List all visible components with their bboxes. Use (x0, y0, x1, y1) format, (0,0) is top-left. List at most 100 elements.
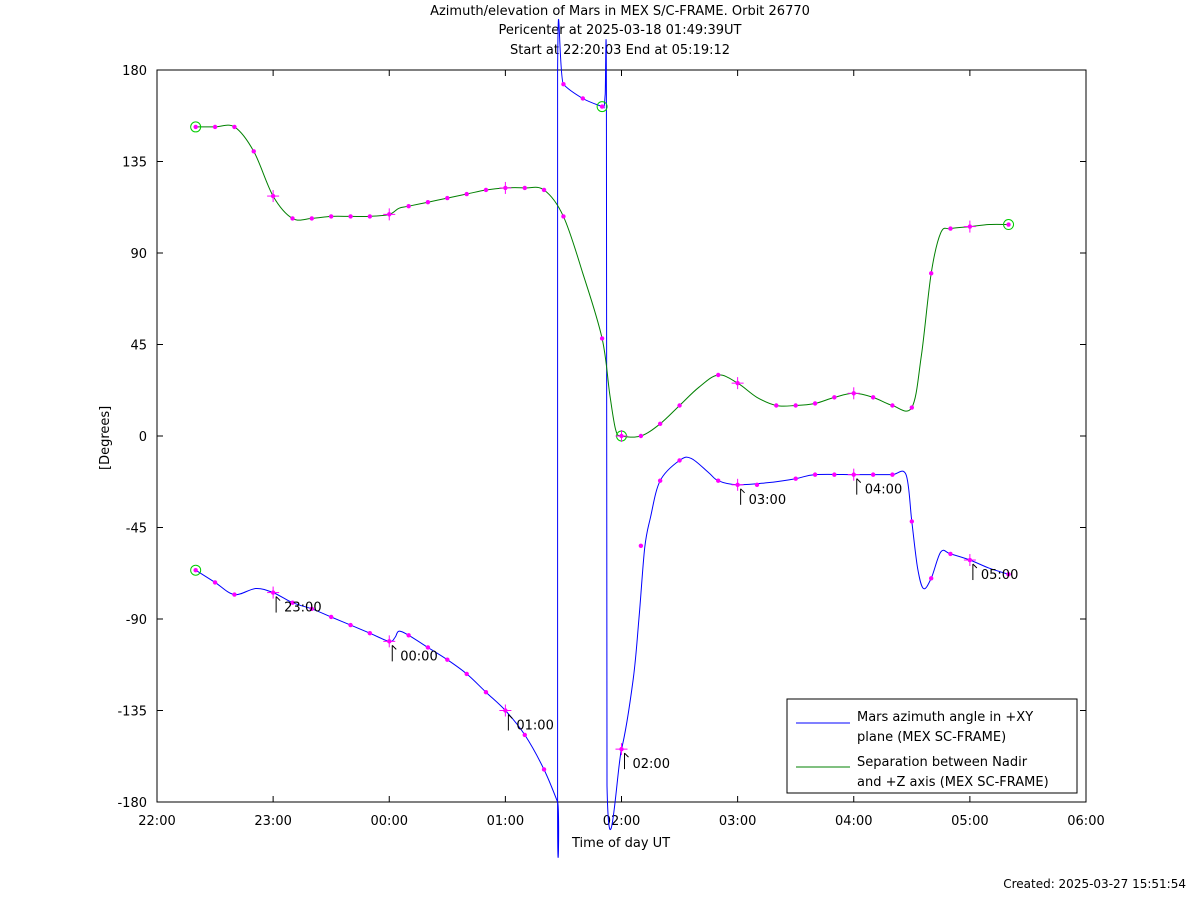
axis-ticks: 22:00 23:00 00:00 01:00 02:00 03:00 04:00 05:00… (117, 64, 1104, 829)
data-point-marker (929, 271, 934, 276)
data-point-marker (677, 403, 682, 408)
data-point-marker (793, 476, 798, 481)
legend-label-azimuth-line1: Mars azimuth angle in +XY (857, 710, 1033, 725)
data-point-marker (832, 395, 837, 400)
x-tick-label: 05:00 (951, 814, 988, 829)
time-label: 04:00 (865, 483, 902, 498)
x-tick-label: 23:00 (254, 814, 291, 829)
legend-label-azimuth-line2: plane (MEX SC-FRAME) (857, 730, 1006, 745)
data-point-marker (716, 372, 721, 378)
data-point-marker (890, 403, 895, 408)
data-point-marker (464, 191, 469, 197)
y-tick-label: -135 (117, 705, 147, 720)
y-tick-label: -45 (126, 522, 147, 537)
x-tick-label: 03:00 (719, 814, 756, 829)
data-point-marker (309, 606, 314, 612)
data-point-marker (657, 478, 663, 483)
legend-label-separation-line1: Separation between Nadir (857, 755, 1028, 770)
data-point-marker (870, 472, 876, 477)
data-point-marker (599, 104, 605, 109)
data-point-marker (870, 395, 876, 400)
y-tick-label: -180 (117, 796, 147, 811)
data-point-marker (290, 216, 295, 221)
data-point-marker (774, 403, 779, 408)
data-point-marker (232, 124, 237, 130)
data-point-marker (561, 82, 566, 87)
x-tick-label: 22:00 (138, 814, 175, 829)
x-tick-label: 06:00 (1067, 814, 1104, 829)
created-timestamp: Created: 2025-03-27 15:51:54 (1003, 877, 1186, 891)
chart-subtitle-start-end: Start at 22:20:03 End at 05:19:12 (509, 43, 731, 58)
data-point-marker (328, 614, 334, 620)
time-label: 03:00 (749, 493, 786, 508)
time-label-layer: 23:00 00:00 01:00 02:00 03:00 04:00 05:00 (275, 478, 1018, 772)
data-point-marker (890, 472, 895, 477)
time-label: 05:00 (981, 568, 1018, 583)
data-point-marker (367, 631, 373, 636)
data-point-marker (716, 478, 721, 483)
data-point-marker (677, 458, 682, 463)
data-point-marker (464, 671, 469, 677)
x-axis-title: Time of day UT (572, 836, 671, 851)
time-label-arrowhead (740, 488, 745, 494)
data-point-marker (193, 568, 198, 573)
endpoint-circle-marker (1003, 219, 1015, 231)
data-point-marker (541, 187, 547, 193)
data-point-marker (348, 214, 353, 219)
data-point-marker (638, 543, 644, 548)
data-point-marker (232, 592, 237, 597)
data-point-marker (909, 405, 915, 410)
chart-title: Azimuth/elevation of Mars in MEX S/C-FRA… (430, 4, 810, 19)
y-tick-label: 180 (122, 64, 147, 79)
data-point-marker (561, 214, 566, 219)
data-point-marker (251, 149, 256, 154)
time-label-arrowhead (391, 645, 397, 650)
x-tick-label: 04:00 (835, 814, 872, 829)
time-label-arrowhead (275, 596, 281, 601)
data-point-marker (425, 645, 431, 650)
y-tick-label: -90 (126, 613, 147, 628)
data-point-marker (309, 216, 314, 221)
data-point-marker (832, 472, 837, 477)
data-point-marker (657, 421, 663, 426)
data-point-marker (445, 657, 450, 662)
data-point-marker (212, 580, 218, 585)
data-point-marker (812, 401, 818, 406)
legend-box (786, 698, 1078, 794)
data-point-marker (909, 519, 915, 524)
data-point-marker (948, 226, 953, 231)
data-point-marker (580, 96, 586, 101)
data-point-marker (212, 124, 218, 130)
time-label: 00:00 (400, 649, 437, 664)
data-point-marker (522, 185, 527, 191)
data-point-marker (948, 551, 953, 557)
time-label-arrowhead (856, 478, 862, 483)
data-point-marker (445, 195, 450, 201)
data-point-marker (406, 633, 411, 638)
y-tick-label: 0 (139, 430, 147, 445)
data-point-marker (541, 767, 547, 772)
data-point-marker (406, 204, 411, 209)
legend: Mars azimuth angle in +XY plane (MEX SC-… (786, 698, 1078, 794)
x-tick-label: 00:00 (371, 814, 408, 829)
separation-series-line (195, 124, 1009, 438)
endpoint-circle-marker (190, 564, 202, 576)
endpoint-circle-marker (190, 121, 202, 133)
data-point-marker (290, 600, 295, 605)
y-tick-label: 45 (130, 339, 147, 354)
marker-layer (190, 82, 1015, 772)
data-point-marker (793, 403, 798, 408)
data-point-marker (367, 214, 373, 219)
time-label: 02:00 (633, 757, 670, 772)
data-point-marker (754, 482, 760, 487)
time-label-arrowhead (972, 563, 978, 569)
data-point-marker (522, 732, 527, 738)
data-point-marker (1006, 222, 1011, 227)
data-point-marker (348, 622, 353, 628)
data-point-marker (483, 690, 489, 695)
time-label: 23:00 (284, 601, 321, 616)
data-point-marker (193, 124, 198, 130)
data-point-marker (812, 472, 818, 477)
data-point-marker (328, 214, 334, 219)
